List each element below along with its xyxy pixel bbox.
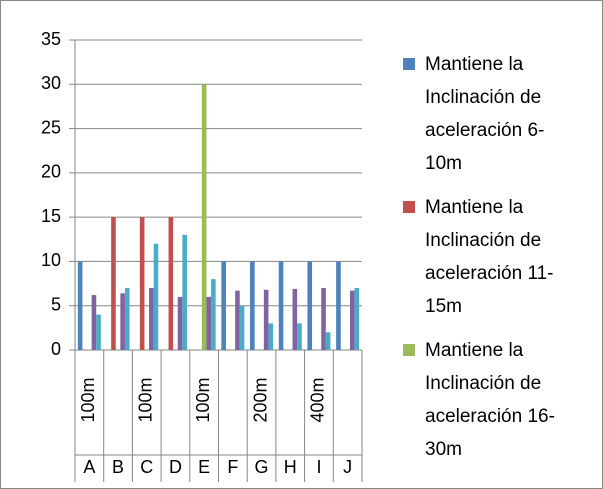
bar [111,217,116,350]
y-tick-label: 10 [41,250,61,270]
legend-swatch [403,58,415,70]
bar [354,288,360,350]
legend-swatch [403,344,415,356]
x-tick-label: D [169,457,182,477]
bar [292,288,298,350]
bar [221,261,226,350]
bar [201,84,207,351]
bar [211,279,216,350]
bar [250,261,255,350]
bar [206,296,212,350]
x-tick-label: B [112,457,124,477]
y-tick-label: 20 [41,162,61,182]
x-tick-label: C [140,457,153,477]
x-tick-label: I [316,457,321,477]
bar [177,296,183,350]
bar [263,289,269,350]
bar [235,290,240,350]
bar [325,332,331,350]
legend-swatch [403,201,415,213]
bar [124,288,130,350]
legend-item: Mantiene la Inclinación de aceleración 1… [403,334,573,466]
x-group-label: 100m [78,377,98,422]
bar [239,305,245,350]
bar [96,314,101,350]
x-tick-label: H [284,457,297,477]
bar [168,217,174,350]
bar [139,217,145,350]
x-tick-label: J [343,457,352,477]
y-tick-label: 5 [51,294,61,314]
bar [349,290,355,350]
legend-item: Mantiene la Inclinación de aceleración 1… [403,191,573,323]
bar [278,261,284,350]
bar [336,261,341,350]
x-tick-label: E [198,457,210,477]
bar [120,293,125,350]
bar [321,288,326,350]
bar [149,288,154,350]
legend-label: Mantiene la Inclinación de aceleración 1… [425,340,555,460]
legend-label: Mantiene la Inclinación de aceleración 1… [425,197,554,317]
x-group-label: 100m [193,377,213,422]
legend-label: Mantiene la Inclinación de aceleración 6… [425,54,545,174]
bar [153,243,159,350]
y-tick-label: 15 [41,206,61,226]
bar [268,323,274,350]
bar [182,234,187,350]
x-group-label: 400m [308,377,328,422]
bar [307,261,313,350]
legend-item: Mantiene la Inclinación de aceleración 6… [403,48,573,180]
x-tick-label: G [255,457,269,477]
x-group-label: 100m [136,377,156,422]
y-tick-label: 0 [51,339,61,359]
x-tick-label: A [83,457,95,477]
bar [297,323,302,350]
y-tick-label: 35 [41,29,61,49]
x-tick-label: F [227,457,238,477]
y-tick-label: 30 [41,73,61,93]
bar [91,295,97,350]
y-tick-label: 25 [41,117,61,137]
x-group-label: 200m [250,377,270,422]
bar [77,261,83,350]
